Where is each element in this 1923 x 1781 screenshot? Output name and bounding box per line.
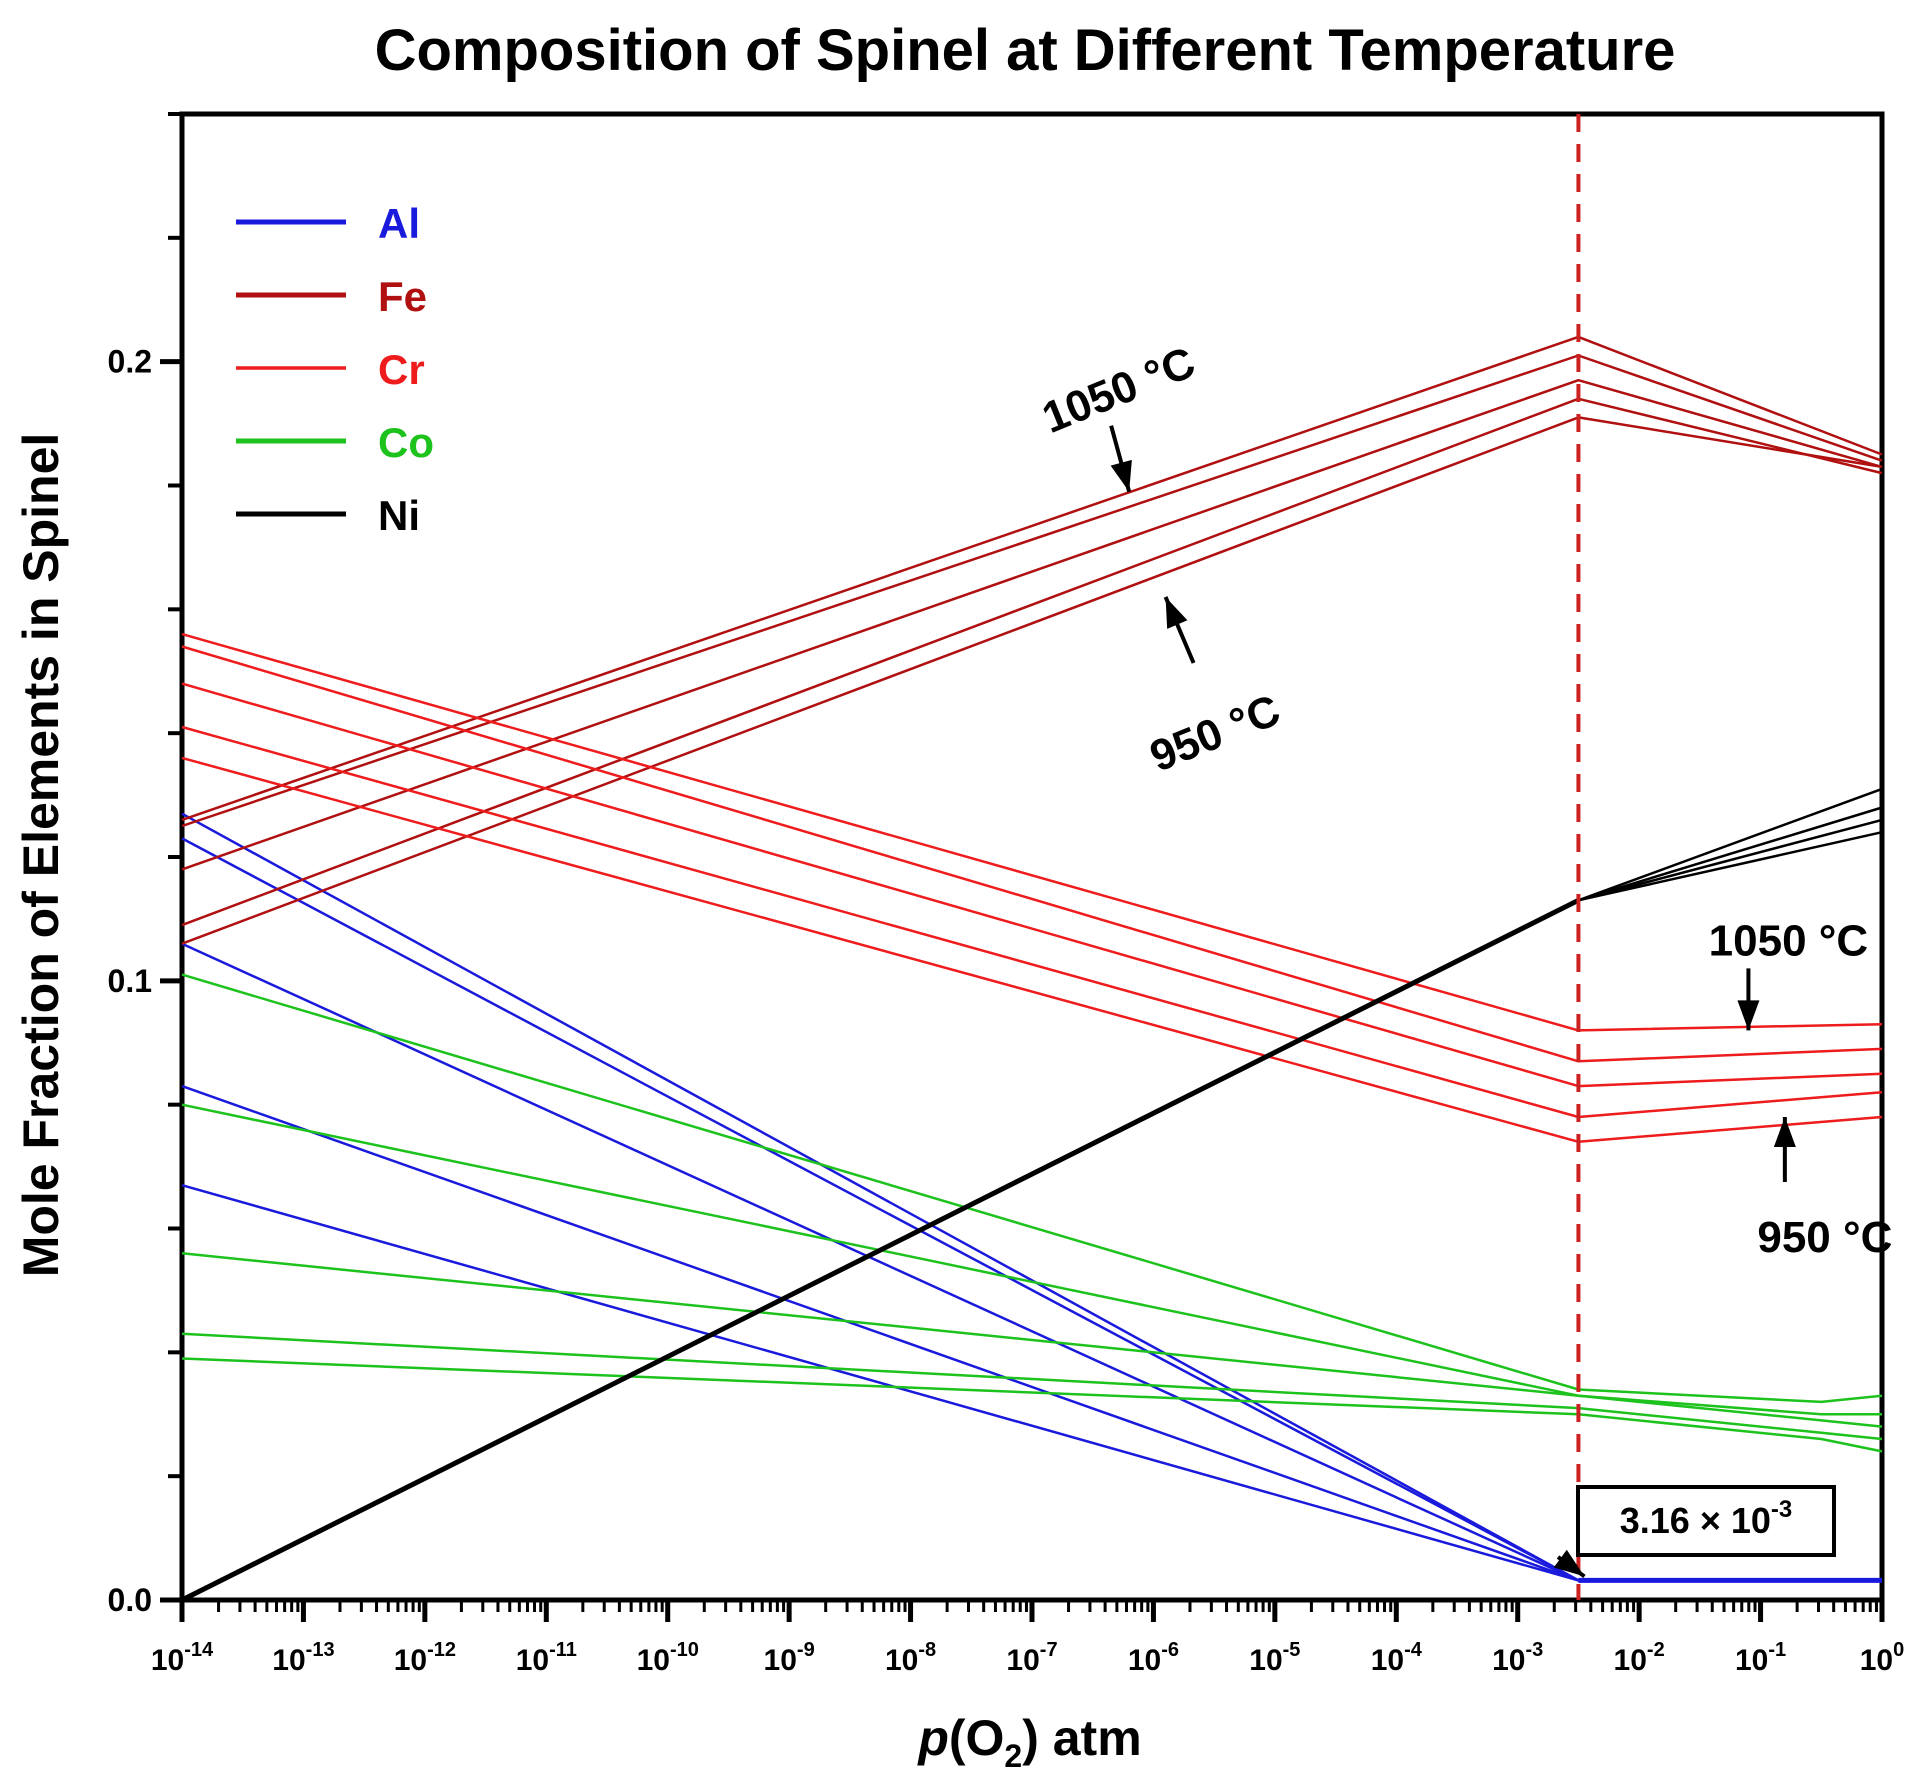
x-tick-exponent: -14: [184, 1639, 214, 1661]
plot-frame: [179, 111, 1885, 1603]
x-axis-label: p(O2) atm: [916, 1710, 1141, 1774]
annotation-cr-950: 950 °C: [1757, 1213, 1892, 1262]
annotation-fe-1050: 1050 °C: [1036, 338, 1202, 443]
series-line-co-19: [181, 1332, 1883, 1441]
x-tick-base: 10: [1006, 1644, 1039, 1677]
series-line-cr-12: [181, 645, 1883, 1063]
series-line-fe-10: [181, 416, 1883, 945]
x-tick-label: 10-9: [764, 1639, 815, 1677]
x-tick-label: 10-10: [637, 1639, 699, 1677]
y-tick-label: 0.2: [108, 344, 152, 380]
arrow-fe-1050-head: [1110, 459, 1132, 492]
series-line-co-20: [181, 1357, 1883, 1453]
chart-title: Composition of Spinel at Different Tempe…: [375, 18, 1676, 83]
series-line-ni-23: [1578, 806, 1883, 902]
x-tick-label: 10-11: [516, 1639, 577, 1677]
x-tick-exponent: 0: [1893, 1639, 1904, 1661]
x-tick-exponent: -7: [1040, 1639, 1058, 1661]
x-tick-label: 10-13: [272, 1639, 334, 1677]
x-tick-base: 10: [1860, 1644, 1893, 1677]
y-tick-label: 0.0: [108, 1582, 152, 1618]
x-tick-exponent: -3: [1526, 1639, 1544, 1661]
x-tick-exponent: -13: [306, 1639, 335, 1661]
legend-label-co: Co: [378, 419, 434, 466]
plot-area: 0.00.10.210-14 10-13 10-12 10-11 10-10 10-9 10…: [108, 111, 1905, 1677]
x-tick-exponent: -11: [549, 1639, 577, 1661]
x-tick-exponent: -10: [670, 1639, 699, 1661]
arrow-cr-950-head: [1773, 1117, 1796, 1148]
x-tick-base: 10: [764, 1644, 797, 1677]
arrow-fe-950-head: [1165, 596, 1188, 629]
annotation-cr-1050: 1050 °C: [1709, 916, 1868, 965]
series-line-ni-21: [180, 898, 1580, 1603]
x-tick-label: 10-7: [1006, 1639, 1057, 1677]
x-axis-label-sub: 2: [1004, 1738, 1022, 1774]
x-tick-exponent: -9: [797, 1639, 815, 1661]
legend-label-cr: Cr: [378, 346, 425, 393]
series-line-ni-24: [1578, 818, 1883, 902]
x-tick-label: 10-12: [394, 1639, 456, 1677]
x-tick-label: 10-4: [1371, 1639, 1423, 1677]
series-line-fe-6: [181, 335, 1883, 822]
series-line-fe-8: [181, 378, 1883, 871]
x-tick-base: 10: [1249, 1644, 1282, 1677]
x-tick-base: 10: [1371, 1644, 1404, 1677]
x-tick-label: 10-2: [1614, 1639, 1665, 1677]
x-tick-base: 10: [272, 1644, 305, 1677]
x-tick-exponent: -8: [918, 1639, 936, 1661]
x-tick-label: 10-6: [1128, 1639, 1179, 1677]
callout-label: 3.16 × 10-3: [1620, 1496, 1792, 1541]
callout-box: [1576, 1485, 1836, 1557]
annotation-fe-950: 950 °C: [1143, 686, 1287, 782]
series-line-ni-25: [1578, 830, 1883, 902]
x-tick-base: 10: [637, 1644, 670, 1677]
arrow-cr-1050-head: [1737, 1000, 1760, 1031]
x-axis-label-pre: (O: [949, 1710, 1005, 1766]
x-tick-exponent: -12: [427, 1639, 456, 1661]
x-tick-exponent: -1: [1768, 1639, 1786, 1661]
x-tick-exponent: -6: [1161, 1639, 1179, 1661]
series-line-fe-9: [181, 397, 1883, 927]
legend-label-al: Al: [378, 200, 420, 247]
callout-exponent: -3: [1771, 1496, 1792, 1523]
callout-base: 3.16 × 10: [1620, 1500, 1771, 1541]
x-tick-label: 100: [1860, 1639, 1905, 1677]
x-tick-label: 10-3: [1492, 1639, 1543, 1677]
series-line-co-16: [181, 973, 1883, 1404]
series-line-co-18: [181, 1252, 1883, 1428]
x-tick-base: 10: [394, 1644, 427, 1677]
x-tick-base: 10: [151, 1644, 184, 1677]
x-axis-label-italic: p: [916, 1710, 949, 1766]
legend-label-ni: Ni: [378, 492, 420, 539]
x-tick-label: 10-5: [1249, 1639, 1300, 1677]
series-line-al-2: [181, 942, 1882, 1582]
series-line-al-1: [181, 837, 1882, 1582]
x-tick-base: 10: [516, 1644, 549, 1677]
x-tick-base: 10: [885, 1644, 918, 1677]
y-axis-label: Mole Fraction of Elements in Spinel: [13, 433, 69, 1278]
y-tick-label: 0.1: [108, 963, 152, 999]
x-tick-exponent: -4: [1404, 1639, 1423, 1661]
x-tick-base: 10: [1614, 1644, 1647, 1677]
x-tick-exponent: -2: [1647, 1639, 1665, 1661]
callout-arrow-head: [1553, 1549, 1585, 1577]
x-tick-exponent: -5: [1283, 1639, 1301, 1661]
x-tick-label: 10-14: [151, 1639, 214, 1677]
series-line-ni-22: [1577, 787, 1883, 902]
legend-label-fe: Fe: [378, 273, 427, 320]
x-tick-base: 10: [1735, 1644, 1768, 1677]
x-tick-base: 10: [1492, 1644, 1525, 1677]
series-line-cr-11: [181, 632, 1883, 1032]
x-tick-base: 10: [1128, 1644, 1161, 1677]
x-axis-label-post: ) atm: [1022, 1710, 1141, 1766]
x-tick-label: 10-8: [885, 1639, 936, 1677]
x-tick-label: 10-1: [1735, 1639, 1786, 1677]
